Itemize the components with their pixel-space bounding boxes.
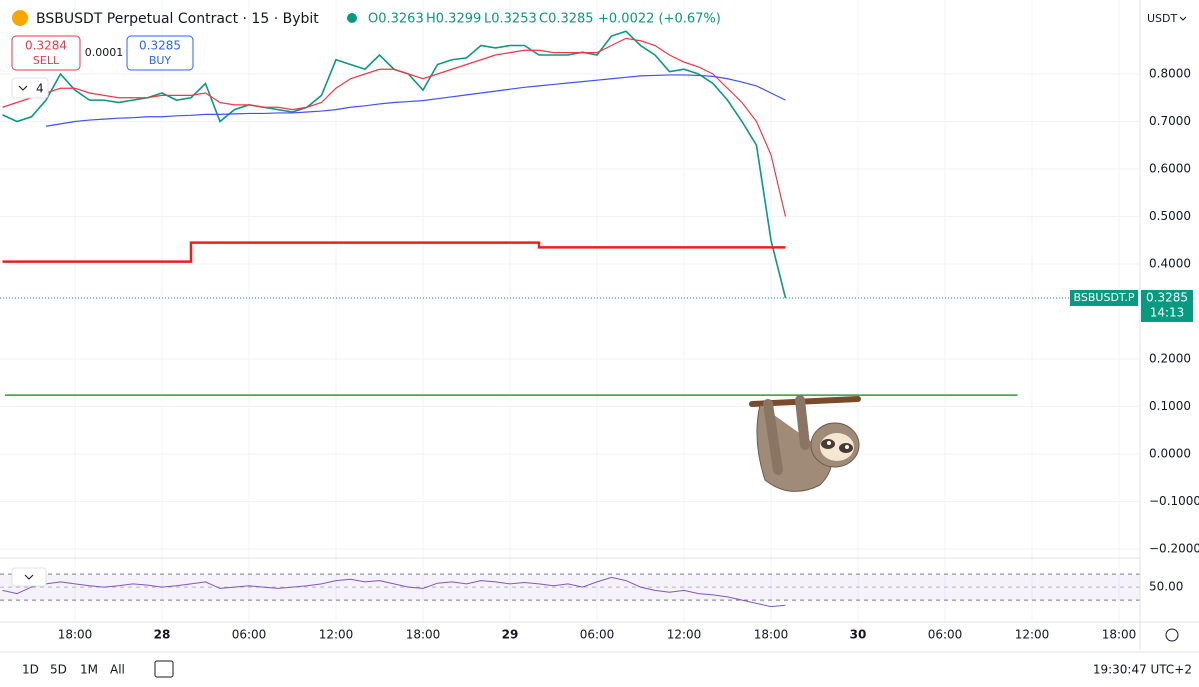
y-tick-label: 0.0000 (1149, 447, 1191, 461)
symbol-icon (12, 10, 28, 26)
x-tick-label: 12:00 (667, 628, 702, 642)
sell-button[interactable] (11, 35, 81, 71)
low: L0.3253 (484, 12, 537, 27)
buy-price: 0.3285 (139, 39, 181, 53)
open: O0.3263 (368, 12, 424, 27)
x-tick-label: 30 (850, 628, 867, 642)
y-tick-label: 0.1000 (1149, 399, 1191, 413)
x-tick-label: 18:00 (754, 628, 789, 642)
sell-price: 0.3284 (25, 39, 67, 53)
chevron (1179, 16, 1187, 21)
y-tick-label: −0.2000 (1149, 542, 1199, 556)
indicator-count: 4 (36, 82, 44, 96)
range-all[interactable]: All (110, 663, 125, 677)
y-tick-label: 0.4000 (1149, 257, 1191, 271)
pane-toggle[interactable] (11, 567, 47, 587)
price-label: 0.3285 (1146, 290, 1188, 304)
countdown: 14:13 (1150, 305, 1185, 319)
indicator-toggle[interactable] (11, 77, 49, 99)
plot-area (0, 0, 1140, 622)
clock: 19:30:47 UTC+2 (1093, 663, 1192, 677)
y-tick-label: 0.7000 (1149, 114, 1191, 128)
y-tick-label: 0.6000 (1149, 162, 1191, 176)
range-1d[interactable]: 1D (22, 663, 39, 677)
settings-icon[interactable] (1165, 628, 1179, 642)
series-line (45, 74, 786, 127)
series-line (2, 37, 787, 217)
x-tick-label: 12:00 (319, 628, 354, 642)
level-line (2, 241, 786, 263)
high: H0.3299 (426, 12, 481, 27)
x-tick-label: 18:00 (406, 628, 441, 642)
x-tick-label: 29 (502, 628, 519, 642)
market-status (347, 13, 357, 23)
range-5d[interactable]: 5D (50, 663, 67, 677)
chevron (24, 574, 34, 580)
symbol-title[interactable]: BSBUSDT Perpetual Contract · 15 · Bybit (36, 11, 319, 27)
rsi-line (2, 576, 786, 608)
x-tick-label: 28 (154, 628, 171, 642)
x-tick-label: 18:00 (1102, 628, 1137, 642)
rsi-tick-label: 50.00 (1149, 580, 1183, 594)
x-tick-label: 06:00 (232, 628, 267, 642)
buy-label: BUY (149, 54, 172, 67)
chevron (18, 85, 28, 91)
price-tag (1141, 289, 1193, 322)
y-tick-label: 0.5000 (1149, 209, 1191, 223)
close: C0.3285 (539, 12, 594, 27)
date-range-icon[interactable] (154, 660, 174, 678)
y-tick-label: 0.2000 (1149, 352, 1191, 366)
y-tick-label: 0.8000 (1149, 67, 1191, 81)
currency[interactable]: USDT (1147, 12, 1178, 25)
x-tick-label: 06:00 (928, 628, 963, 642)
y-tick-label: −0.1000 (1149, 494, 1199, 508)
symbol-tag (1070, 289, 1138, 306)
x-tick-label: 18:00 (58, 628, 93, 642)
x-tick-label: 06:00 (580, 628, 615, 642)
spread: 0.0001 (85, 46, 124, 59)
x-tick-label: 12:00 (1015, 628, 1050, 642)
sloth-sticker (749, 395, 861, 492)
range-1m[interactable]: 1M (80, 663, 98, 677)
buy-button[interactable] (126, 35, 194, 71)
symbol-label: BSBUSDT.P (1074, 291, 1135, 304)
change: +0.0022 (+0.67%) (598, 12, 721, 27)
sell-label: SELL (33, 54, 60, 67)
